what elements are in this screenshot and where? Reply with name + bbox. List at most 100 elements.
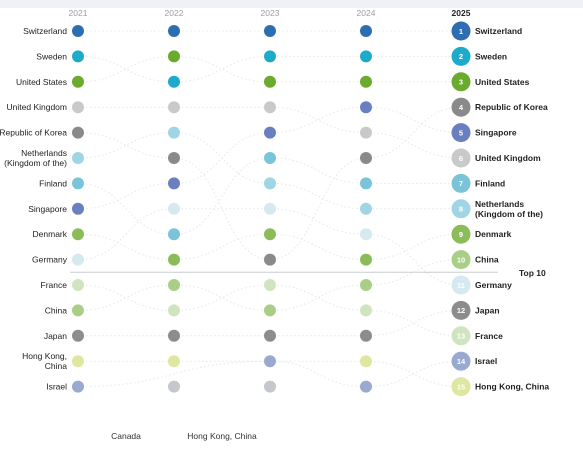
year-label-2024: 2024 <box>357 8 376 18</box>
rank-number-3: 3 <box>459 78 463 87</box>
dot-2024-israel <box>360 380 372 393</box>
right-label-switzerland: Switzerland <box>475 26 522 36</box>
rank-number-12: 12 <box>457 306 465 315</box>
dot-2025-israel <box>451 351 471 371</box>
left-label-hong-kong-china: Hong Kong, China <box>22 351 67 371</box>
right-label-singapore: Singapore <box>475 128 517 138</box>
dot-2024-singapore <box>360 101 372 114</box>
dot-2023-germany <box>264 202 276 215</box>
right-label-netherlands-kingdom-of-the: Netherlands (Kingdom of the) <box>475 199 543 219</box>
rank-number-15: 15 <box>457 382 465 391</box>
left-label-switzerland: Switzerland <box>23 26 67 36</box>
dot-2025-finland <box>451 173 471 193</box>
dot-2023-denmark <box>264 228 276 241</box>
dot-2025-switzerland <box>451 21 471 41</box>
dot-2021-singapore <box>72 202 84 215</box>
dot-2022-japan <box>168 329 180 342</box>
dot-2024-france <box>360 304 372 317</box>
dot-2023-switzerland <box>264 25 276 37</box>
right-label-france: France <box>475 331 503 341</box>
path-israel <box>77 360 462 388</box>
left-label-netherlands-kingdom-of-the: Netherlands (Kingdom of the) <box>4 148 67 168</box>
right-label-united-kingdom: United Kingdom <box>475 153 541 163</box>
dot-2022-denmark <box>168 253 180 266</box>
dot-2023-israel <box>264 355 276 368</box>
dot-2024-united-kingdom <box>360 126 372 139</box>
dot-2021-hong-kong-china <box>72 355 84 368</box>
year-label-2023: 2023 <box>261 8 280 18</box>
dot-2023-sweden <box>264 50 276 63</box>
right-label-hong-kong-china: Hong Kong, China <box>475 382 549 392</box>
dot-2023-finland <box>264 152 276 164</box>
left-label-israel: Israel <box>46 382 67 392</box>
right-label-republic-of-korea: Republic of Korea <box>475 102 548 112</box>
dot-2021-france <box>72 279 84 291</box>
right-label-japan: Japan <box>475 305 500 315</box>
top-strip <box>0 0 583 8</box>
dot-2022-netherlands-kingdom-of-the <box>168 126 180 139</box>
rank-number-10: 10 <box>457 255 465 264</box>
dot-2024-germany <box>360 228 372 241</box>
dot-2025-republic-of-korea <box>451 97 471 117</box>
dot-2021-japan <box>72 329 84 342</box>
right-label-israel: Israel <box>475 356 497 366</box>
left-label-france: France <box>41 280 68 290</box>
top-10-label: Top 10 <box>519 268 546 278</box>
left-label-denmark: Denmark <box>33 229 68 239</box>
left-label-united-kingdom: United Kingdom <box>7 102 67 112</box>
path-netherlands-kingdom-of-the <box>77 132 461 210</box>
dot-2025-france <box>451 326 471 346</box>
rank-number-13: 13 <box>457 332 465 341</box>
dot-2022-finland <box>168 228 180 241</box>
dot-2021-republic-of-korea <box>72 126 84 139</box>
dot-2022-hong-kong-china <box>168 355 180 368</box>
bottom-label-hong-kong-china: Hong Kong, China <box>187 431 257 441</box>
path-finland <box>77 157 461 235</box>
dot-2023-united-kingdom <box>264 101 276 114</box>
dot-2021-sweden <box>72 50 84 63</box>
dot-2024-japan <box>360 329 372 342</box>
dot-2024-china <box>360 279 372 291</box>
dot-2022-singapore <box>168 177 180 190</box>
dot-2022-united-states <box>168 50 180 63</box>
dot-2025-united-states <box>451 72 471 92</box>
bottom-label-canada: Canada <box>111 431 141 441</box>
dot-2025-hong-kong-china <box>451 377 471 397</box>
left-label-japan: Japan <box>44 331 67 341</box>
dot-2021-denmark <box>72 228 84 241</box>
dot-2022-republic-of-korea <box>168 152 180 164</box>
right-label-sweden: Sweden <box>475 51 507 61</box>
dot-2025-germany <box>451 275 471 295</box>
dot-2024-republic-of-korea <box>360 152 372 164</box>
dot-2023-republic-of-korea <box>264 253 276 266</box>
dot-2024-netherlands-kingdom-of-the <box>360 202 372 215</box>
left-label-sweden: Sweden <box>36 51 67 61</box>
dot-2021-switzerland <box>72 25 84 37</box>
dot-2025-china <box>451 250 471 270</box>
rank-number-9: 9 <box>459 230 463 239</box>
rank-number-8: 8 <box>459 205 463 214</box>
left-label-united-states: United States <box>16 77 67 87</box>
dot-2024-united-states <box>360 75 372 88</box>
rank-number-5: 5 <box>459 128 463 137</box>
left-label-germany: Germany <box>32 255 68 265</box>
left-label-republic-of-korea: Republic of Korea <box>0 128 67 138</box>
dot-2022-canada <box>168 380 180 393</box>
right-label-denmark: Denmark <box>475 229 512 239</box>
dot-2021-united-states <box>72 75 84 88</box>
dot-2024-finland <box>360 177 372 190</box>
rank-number-1: 1 <box>459 27 463 36</box>
dot-2023-canada <box>264 380 276 393</box>
dot-2021-israel <box>72 380 84 393</box>
dot-2022-china <box>168 279 180 291</box>
dot-2025-united-kingdom <box>451 148 471 168</box>
rank-number-11: 11 <box>457 281 465 290</box>
dot-2022-germany <box>168 202 180 215</box>
dot-2022-united-kingdom <box>168 101 180 114</box>
right-label-china: China <box>475 255 499 265</box>
dot-2025-japan <box>451 300 471 320</box>
year-label-2021: 2021 <box>69 8 88 18</box>
left-label-singapore: Singapore <box>28 204 67 214</box>
year-label-2022: 2022 <box>165 8 184 18</box>
